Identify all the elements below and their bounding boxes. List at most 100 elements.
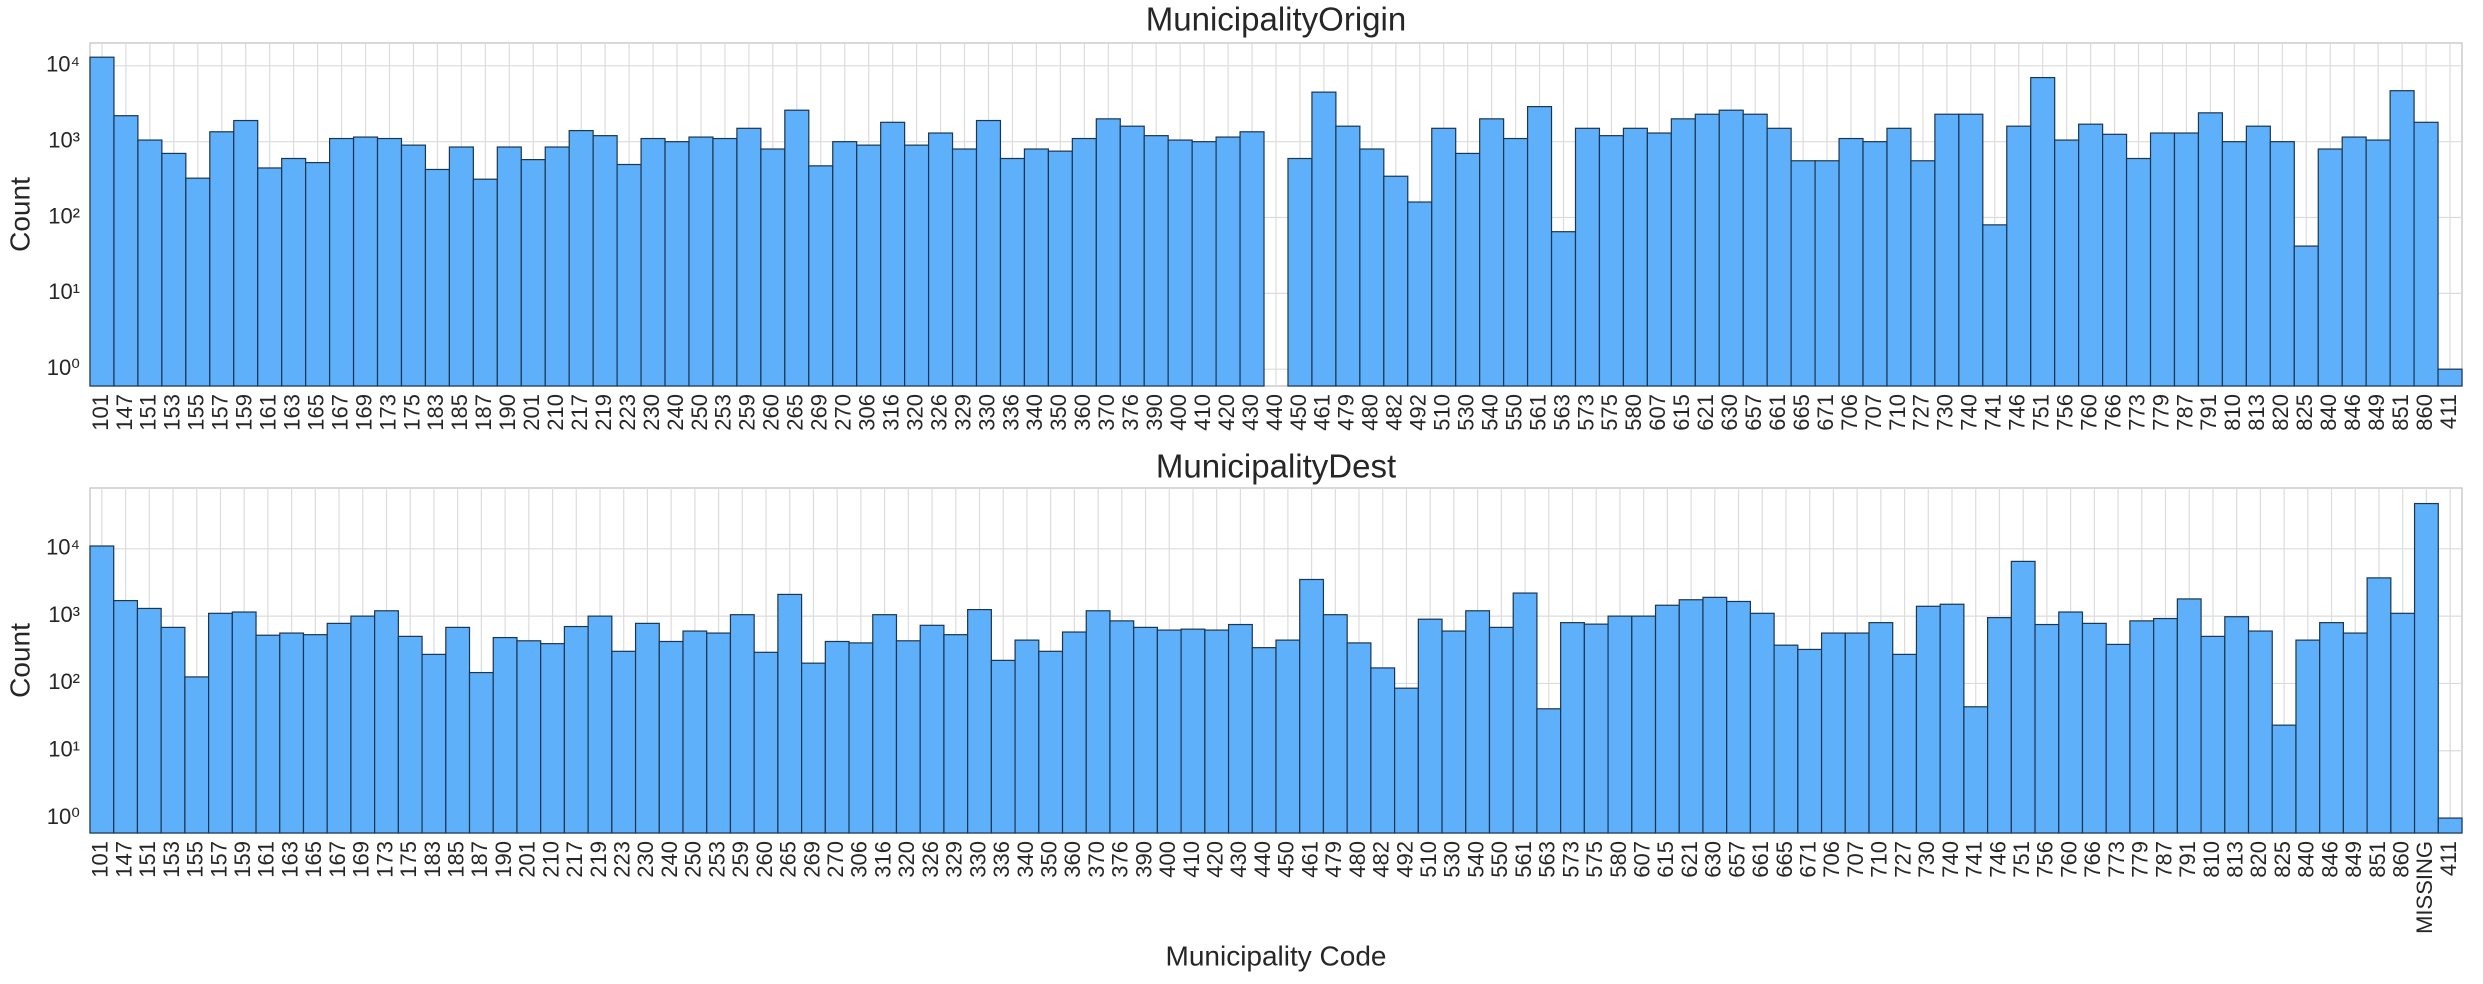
- bar: [1061, 631, 1087, 834]
- x-tick-label: 787: [2151, 841, 2176, 878]
- bar: [777, 593, 803, 834]
- x-tick-label: 630: [1717, 394, 1742, 431]
- x-tick-label: 740: [1957, 394, 1982, 431]
- bar: [927, 132, 954, 387]
- bar: [1417, 618, 1443, 834]
- x-tick-label: 550: [1501, 394, 1526, 431]
- x-tick-label: 746: [2005, 394, 2030, 431]
- bar: [1654, 604, 1680, 834]
- x-tick-label: 153: [159, 841, 184, 878]
- bar: [1393, 687, 1419, 834]
- x-tick-label: 201: [519, 394, 544, 431]
- bar: [2078, 123, 2104, 387]
- bar: [2105, 643, 2131, 834]
- bar: [1694, 113, 1720, 387]
- x-tick-label: 530: [1453, 394, 1478, 431]
- x-tick-label: 825: [2292, 394, 2317, 431]
- bar: [1023, 148, 1049, 387]
- bar: [1407, 201, 1433, 387]
- x-tick-label: 253: [704, 841, 729, 878]
- bar: [1383, 175, 1409, 387]
- x-tick-label: 492: [1406, 394, 1431, 431]
- x-tick-label: 167: [325, 841, 350, 878]
- x-tick-label: 756: [2033, 841, 2058, 878]
- x-tick-label: 440: [1262, 394, 1287, 431]
- x-tick-label: 440: [1250, 841, 1275, 878]
- bar: [89, 545, 115, 834]
- bar: [468, 671, 494, 834]
- bar: [2129, 620, 2155, 834]
- x-tick-label: 849: [2364, 394, 2389, 431]
- bar: [160, 626, 186, 834]
- x-tick-label: 510: [1416, 841, 1441, 878]
- x-tick-label: 230: [633, 841, 658, 878]
- y-tick-label: 10⁴: [46, 535, 80, 560]
- x-tick-label: 190: [491, 841, 516, 878]
- x-tick-label: 846: [2317, 841, 2342, 878]
- bar: [2437, 817, 2463, 834]
- bar: [1479, 118, 1505, 387]
- bar: [1156, 629, 1182, 834]
- x-tick-label: 217: [567, 394, 592, 431]
- x-tick-label: 450: [1286, 394, 1311, 431]
- x-tick-label: 167: [327, 394, 352, 431]
- x-tick-label: 461: [1310, 394, 1335, 431]
- bar: [1204, 629, 1230, 834]
- chart-title: MunicipalityDest: [1156, 448, 1396, 485]
- bar: [1251, 647, 1277, 834]
- x-tick-label: 492: [1392, 841, 1417, 878]
- bar: [1167, 139, 1193, 387]
- x-tick-label: 240: [657, 841, 682, 878]
- bar: [2319, 622, 2344, 834]
- bar: [1227, 623, 1253, 834]
- x-tick-label: 157: [208, 394, 233, 431]
- x-tick-label: 265: [783, 394, 808, 431]
- bar: [1431, 127, 1457, 387]
- x-tick-label: 482: [1369, 841, 1394, 878]
- y-tick-label: 10²: [48, 669, 80, 694]
- bar: [2102, 133, 2128, 387]
- bar: [421, 653, 447, 834]
- x-tick-label: 411: [2436, 841, 2461, 876]
- x-tick-label: 657: [1741, 394, 1766, 431]
- y-tick-label: 10²: [48, 203, 80, 228]
- x-tick-label: 376: [1118, 394, 1143, 431]
- x-tick-label: 260: [759, 394, 784, 431]
- bar: [990, 659, 1016, 834]
- x-tick-label: 840: [2316, 394, 2341, 431]
- bar: [1622, 127, 1648, 387]
- x-tick-label: 671: [1796, 841, 1821, 878]
- x-tick-label: 615: [1653, 841, 1678, 878]
- x-tick-label: 147: [111, 841, 136, 878]
- x-tick-label: 316: [878, 394, 903, 431]
- x-tick-label: 420: [1203, 841, 1228, 878]
- bar: [1180, 628, 1206, 834]
- x-tick-label: 420: [1214, 394, 1239, 431]
- bar: [1726, 600, 1752, 834]
- bar: [1844, 632, 1870, 834]
- x-tick-label: 161: [256, 394, 281, 431]
- bar: [1322, 614, 1348, 834]
- bar: [1670, 118, 1696, 387]
- y-tick-label: 10⁴: [46, 52, 80, 77]
- bar: [397, 635, 423, 834]
- x-tick-label: 101: [88, 841, 113, 878]
- x-tick-label: 147: [112, 394, 137, 431]
- x-tick-label: 480: [1345, 841, 1370, 878]
- bar: [1574, 127, 1601, 387]
- bar: [2149, 132, 2176, 387]
- bar: [1109, 620, 1135, 834]
- x-tick-label: 210: [538, 841, 563, 878]
- x-tick-label: 336: [989, 841, 1014, 878]
- x-tick-label: 779: [2128, 841, 2153, 878]
- bar: [1749, 612, 1775, 834]
- bar: [1814, 160, 1840, 387]
- x-tick-label: 155: [183, 841, 208, 878]
- bar: [328, 137, 355, 387]
- bar: [185, 177, 211, 387]
- bar: [1335, 125, 1361, 387]
- bar: [2413, 502, 2439, 834]
- bar: [1488, 626, 1514, 834]
- x-tick-label: 320: [902, 394, 927, 431]
- bar: [1287, 157, 1313, 387]
